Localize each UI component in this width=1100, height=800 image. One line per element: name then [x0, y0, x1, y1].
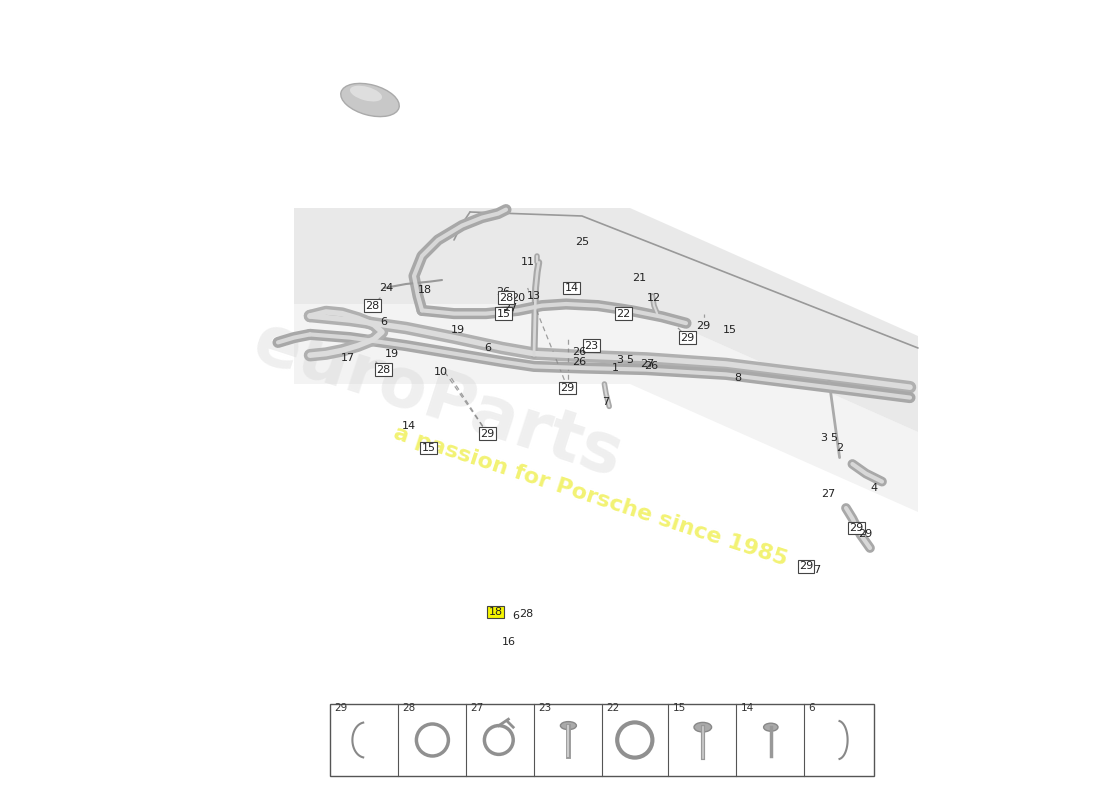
- Text: 15: 15: [421, 443, 436, 453]
- Text: 19: 19: [385, 349, 398, 358]
- Text: 28: 28: [402, 703, 416, 713]
- Text: 18: 18: [417, 285, 431, 294]
- Text: 23: 23: [584, 341, 598, 350]
- Text: 26: 26: [645, 362, 659, 371]
- Text: 25: 25: [575, 237, 590, 246]
- Text: 9: 9: [506, 307, 514, 317]
- Text: 13: 13: [527, 291, 541, 301]
- Text: 28: 28: [376, 365, 390, 374]
- Text: 1: 1: [612, 363, 619, 373]
- Text: a passion for Porsche since 1985: a passion for Porsche since 1985: [390, 422, 790, 570]
- Ellipse shape: [694, 722, 712, 732]
- Text: 18: 18: [488, 607, 503, 617]
- Text: euroParts: euroParts: [245, 309, 630, 491]
- Text: 4: 4: [870, 483, 878, 493]
- Text: 15: 15: [723, 325, 737, 334]
- Text: 29: 29: [334, 703, 348, 713]
- Text: 26: 26: [572, 347, 586, 357]
- Text: 27: 27: [822, 490, 836, 499]
- Ellipse shape: [350, 86, 382, 102]
- Text: 29: 29: [561, 383, 574, 393]
- Text: 27: 27: [640, 359, 654, 369]
- Text: 8: 8: [735, 373, 741, 382]
- Text: 19: 19: [451, 325, 465, 334]
- Text: 6: 6: [808, 703, 815, 713]
- Ellipse shape: [560, 722, 576, 730]
- Text: 5: 5: [830, 434, 837, 443]
- Text: 26: 26: [496, 287, 510, 297]
- Text: 29: 29: [858, 529, 872, 538]
- Text: 23: 23: [538, 703, 551, 713]
- Ellipse shape: [763, 723, 778, 731]
- Text: 29: 29: [696, 322, 711, 331]
- Text: 27: 27: [470, 703, 483, 713]
- Text: 10: 10: [433, 367, 448, 377]
- Text: 12: 12: [647, 293, 661, 302]
- Text: 17: 17: [341, 354, 354, 363]
- Text: 27: 27: [807, 565, 821, 574]
- Ellipse shape: [341, 83, 399, 117]
- Text: 15: 15: [672, 703, 685, 713]
- Text: 22: 22: [606, 703, 619, 713]
- Text: 6: 6: [513, 611, 519, 621]
- Text: 3: 3: [821, 434, 827, 443]
- Text: 29: 29: [799, 562, 813, 571]
- Text: 2: 2: [836, 443, 844, 453]
- Text: 28: 28: [365, 301, 380, 310]
- Polygon shape: [294, 304, 918, 512]
- Text: 11: 11: [520, 258, 535, 267]
- Text: 14: 14: [740, 703, 754, 713]
- Text: 16: 16: [502, 637, 516, 646]
- Text: 28: 28: [499, 293, 513, 302]
- Text: 6: 6: [381, 317, 387, 326]
- Text: 7: 7: [603, 397, 609, 406]
- FancyBboxPatch shape: [330, 704, 874, 776]
- Text: 29: 29: [849, 523, 864, 533]
- Text: 21: 21: [632, 274, 647, 283]
- Text: 29: 29: [681, 333, 695, 342]
- Text: 6: 6: [484, 343, 491, 353]
- Text: 14: 14: [402, 421, 416, 430]
- Text: 24: 24: [378, 283, 393, 293]
- Polygon shape: [294, 208, 918, 432]
- Text: 20: 20: [510, 293, 525, 302]
- Text: 14: 14: [564, 283, 579, 293]
- Text: 15: 15: [496, 309, 510, 318]
- Text: 28: 28: [519, 610, 534, 619]
- Text: 26: 26: [572, 357, 586, 366]
- Text: 29: 29: [481, 429, 495, 438]
- Text: 3: 3: [616, 355, 623, 365]
- Text: 22: 22: [616, 309, 630, 318]
- Text: 5: 5: [626, 355, 632, 365]
- Text: 27: 27: [503, 303, 517, 313]
